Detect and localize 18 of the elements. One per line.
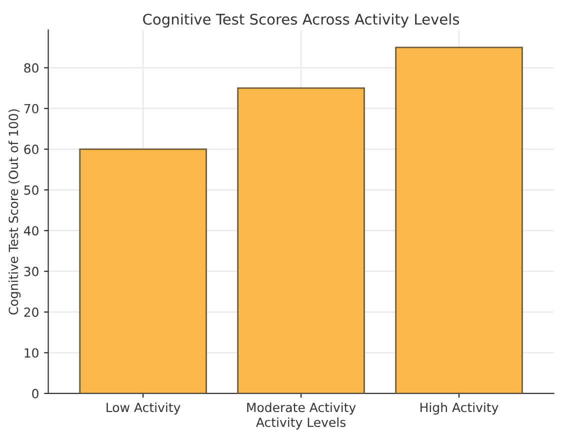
y-tick-label: 50	[24, 185, 38, 195]
bar	[395, 46, 523, 394]
y-tick-label: 20	[24, 308, 38, 317]
y-tick-label: 60	[24, 144, 38, 154]
x-tick-label: Moderate Activity	[247, 402, 356, 415]
y-tick-label: 10	[24, 348, 38, 358]
x-axis-title: Activity Levels	[256, 417, 346, 430]
y-tick-label: 80	[24, 63, 38, 73]
y-axis-title: Cognitive Test Score (Out of 100)	[8, 109, 21, 315]
bar	[237, 87, 365, 394]
y-tick-label: 30	[24, 266, 38, 276]
x-tick-label: Low Activity	[106, 402, 180, 415]
y-tick-label: 0	[32, 388, 38, 398]
chart-title: Cognitive Test Scores Across Activity Levels	[143, 13, 460, 28]
y-tick-label: 40	[24, 226, 38, 236]
x-tick-label: High Activity	[420, 402, 498, 415]
y-tick-label: 70	[24, 104, 38, 114]
bar	[79, 148, 207, 394]
